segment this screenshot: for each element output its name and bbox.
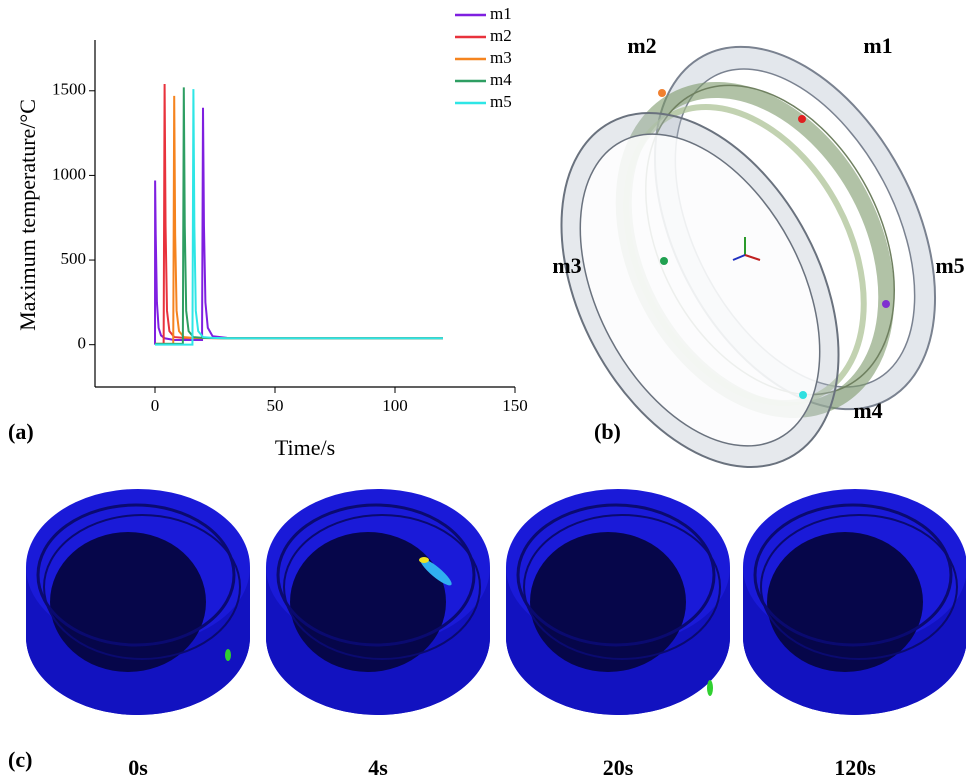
point-label: m1 — [863, 33, 892, 58]
time-label: 120s — [834, 755, 876, 780]
panel-label: (c) — [8, 747, 32, 772]
page: (a) Maximum temperature/°C Time/s 050010… — [0, 0, 966, 784]
line-chart: 0 500 1000 1500 0 50 100 150 m1 m2 m3 m4 m5 — [52, 4, 528, 415]
legend-label: m4 — [490, 70, 512, 89]
time-label: 0s — [128, 755, 148, 780]
point-label: m5 — [935, 253, 964, 278]
x-tick-label: 150 — [502, 396, 528, 415]
series-line — [155, 96, 443, 344]
legend-label: m2 — [490, 26, 512, 45]
point-label: m4 — [853, 398, 882, 423]
ring-snapshot — [506, 489, 730, 715]
figure: (a) Maximum temperature/°C Time/s 050010… — [0, 0, 966, 784]
ring-snapshot — [266, 489, 490, 715]
time-label: 4s — [368, 755, 388, 780]
point-label: m2 — [627, 33, 656, 58]
y-tick-label: 500 — [61, 249, 87, 268]
legend-label: m5 — [490, 92, 512, 111]
y-tick-label: 1000 — [52, 164, 86, 183]
x-tick-label: 0 — [151, 396, 160, 415]
panel-label: (a) — [8, 419, 34, 444]
y-axis-label: Maximum temperature/°C — [15, 99, 40, 331]
hot-spot — [225, 649, 231, 661]
panel-label: (b) — [594, 419, 621, 444]
y-tick-label: 0 — [78, 334, 87, 353]
point-label: m3 — [552, 253, 581, 278]
time-label: 20s — [603, 755, 634, 780]
ring-snapshot — [743, 489, 966, 715]
y-tick-label: 1500 — [52, 80, 86, 99]
legend-label: m1 — [490, 4, 512, 23]
legend-label: m3 — [490, 48, 512, 67]
ring-snapshot — [26, 489, 250, 715]
series-line — [155, 89, 443, 345]
x-tick-label: 50 — [267, 396, 284, 415]
hot-spot — [419, 557, 429, 563]
series-line — [155, 84, 443, 344]
hot-spot — [707, 680, 713, 696]
series-line — [155, 108, 443, 345]
x-tick-label: 100 — [382, 396, 408, 415]
series-line — [155, 87, 443, 343]
x-axis-label: Time/s — [275, 435, 335, 460]
